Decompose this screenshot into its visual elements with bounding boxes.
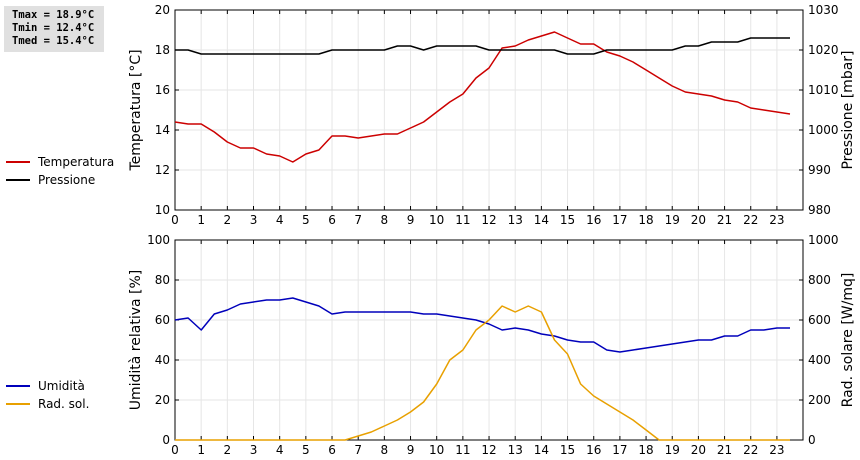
chart-1-x-tick-label: 3 — [250, 213, 258, 227]
chart-2-x-tick-label: 23 — [769, 443, 784, 457]
chart-2-y-tick-label: 0 — [162, 433, 170, 447]
chart-1-y2-axis-label: Pressione [mbar] — [840, 50, 856, 169]
chart-1-y-axis-label: Temperatura [°C] — [128, 49, 144, 171]
chart-1-legend-label: Temperatura — [37, 155, 114, 169]
chart-1-x-tick-label: 23 — [769, 213, 784, 227]
chart-2-x-tick-label: 5 — [302, 443, 310, 457]
chart-1-x-tick-label: 0 — [171, 213, 179, 227]
chart-2-x-tick-label: 8 — [381, 443, 389, 457]
chart-2-x-tick-label: 15 — [560, 443, 575, 457]
chart-1-legend-label: Pressione — [38, 173, 95, 187]
chart-1-y2-tick-label: 1020 — [808, 43, 839, 57]
chart-1-y2-tick-label: 990 — [808, 163, 831, 177]
chart-1-x-tick-label: 4 — [276, 213, 284, 227]
chart-1-x-tick-label: 2 — [224, 213, 232, 227]
chart-2-x-tick-label: 16 — [586, 443, 601, 457]
chart-2-x-tick-label: 0 — [171, 443, 179, 457]
chart-1-x-tick-label: 11 — [455, 213, 470, 227]
chart-2-x-tick-label: 22 — [743, 443, 758, 457]
chart-1-x-tick-label: 13 — [508, 213, 523, 227]
chart-1-y-tick-label: 14 — [155, 123, 170, 137]
chart-1-x-tick-label: 10 — [429, 213, 444, 227]
chart-2-x-tick-label: 1 — [197, 443, 205, 457]
chart-1-x-tick-label: 8 — [381, 213, 389, 227]
chart-2-x-tick-label: 6 — [328, 443, 336, 457]
chart-1-x-tick-label: 12 — [481, 213, 496, 227]
chart-2-x-tick-label: 9 — [407, 443, 415, 457]
chart-1-x-tick-label: 16 — [586, 213, 601, 227]
stats-box: Tmax = 18.9°C Tmin = 12.4°C Tmed = 15.4°… — [4, 6, 104, 52]
chart-2-x-tick-label: 2 — [224, 443, 232, 457]
chart-2-y-tick-label: 60 — [155, 313, 170, 327]
chart-1-x-tick-label: 1 — [197, 213, 205, 227]
chart-2-x-tick-label: 18 — [638, 443, 653, 457]
chart-1-x-tick-label: 9 — [407, 213, 415, 227]
chart-2-x-tick-label: 12 — [481, 443, 496, 457]
chart-2-x-tick-label: 14 — [534, 443, 549, 457]
chart-2-x-tick-label: 4 — [276, 443, 284, 457]
chart-2-y-tick-label: 40 — [155, 353, 170, 367]
chart-1-x-tick-label: 19 — [665, 213, 680, 227]
chart-1-x-tick-label: 17 — [612, 213, 627, 227]
chart-2-y2-tick-label: 600 — [808, 313, 831, 327]
chart-2-x-tick-label: 13 — [508, 443, 523, 457]
chart-1-x-tick-label: 18 — [638, 213, 653, 227]
chart-2-y2-tick-label: 200 — [808, 393, 831, 407]
chart-2-y-tick-label: 80 — [155, 273, 170, 287]
chart-1-x-tick-label: 7 — [354, 213, 362, 227]
chart-2-y-axis-label: Umidità relativa [%] — [128, 270, 144, 411]
chart-1-x-tick-label: 6 — [328, 213, 336, 227]
chart-1-x-tick-label: 5 — [302, 213, 310, 227]
chart-1-y2-tick-label: 1010 — [808, 83, 839, 97]
chart-2-series-2-line — [175, 305, 790, 441]
chart-1-y-tick-label: 10 — [155, 203, 170, 217]
chart-2-y2-tick-label: 0 — [808, 433, 816, 447]
chart-2-y2-tick-label: 1000 — [808, 233, 839, 247]
chart-2-series-1-line — [174, 297, 790, 353]
chart-1-series-1-line — [174, 31, 791, 163]
chart-2-x-tick-label: 3 — [250, 443, 258, 457]
chart-1-x-tick-label: 20 — [691, 213, 706, 227]
tmed-stat: Tmed = 15.4°C — [12, 35, 95, 47]
chart-1-y2-tick-label: 1000 — [808, 123, 839, 137]
chart-2-y2-tick-label: 800 — [808, 273, 831, 287]
chart-2-legend-label: Umidità — [38, 379, 85, 393]
chart-1-x-tick-label: 14 — [534, 213, 549, 227]
chart-1-y-tick-label: 20 — [155, 3, 170, 17]
chart-1-series-2-line — [175, 37, 790, 55]
chart-2-x-tick-label: 19 — [665, 443, 680, 457]
chart-1-y2-tick-label: 980 — [808, 203, 831, 217]
chart-1-x-tick-label: 21 — [717, 213, 732, 227]
chart-2-x-tick-label: 21 — [717, 443, 732, 457]
chart-2-y-tick-label: 20 — [155, 393, 170, 407]
chart-1-y2-tick-label: 1030 — [808, 3, 839, 17]
chart-1-x-tick-label: 22 — [743, 213, 758, 227]
chart-2-x-tick-label: 7 — [354, 443, 362, 457]
chart-1-x-tick-label: 15 — [560, 213, 575, 227]
chart-2-x-tick-label: 10 — [429, 443, 444, 457]
chart-2-y-tick-label: 100 — [147, 233, 170, 247]
chart-2-x-tick-label: 20 — [691, 443, 706, 457]
tmin-stat: Tmin = 12.4°C — [12, 22, 95, 34]
chart-2-x-tick-label: 17 — [612, 443, 627, 457]
chart-2-y2-tick-label: 400 — [808, 353, 831, 367]
chart-1-y-tick-label: 18 — [155, 43, 170, 57]
chart-2-x-tick-label: 11 — [455, 443, 470, 457]
chart-2-legend-label: Rad. sol. — [38, 397, 89, 411]
chart-1-y-tick-label: 16 — [155, 83, 170, 97]
chart-1-y-tick-label: 12 — [155, 163, 170, 177]
chart-2-y2-axis-label: Rad. solare [W/mq] — [840, 273, 856, 408]
tmax-stat: Tmax = 18.9°C — [12, 9, 95, 21]
